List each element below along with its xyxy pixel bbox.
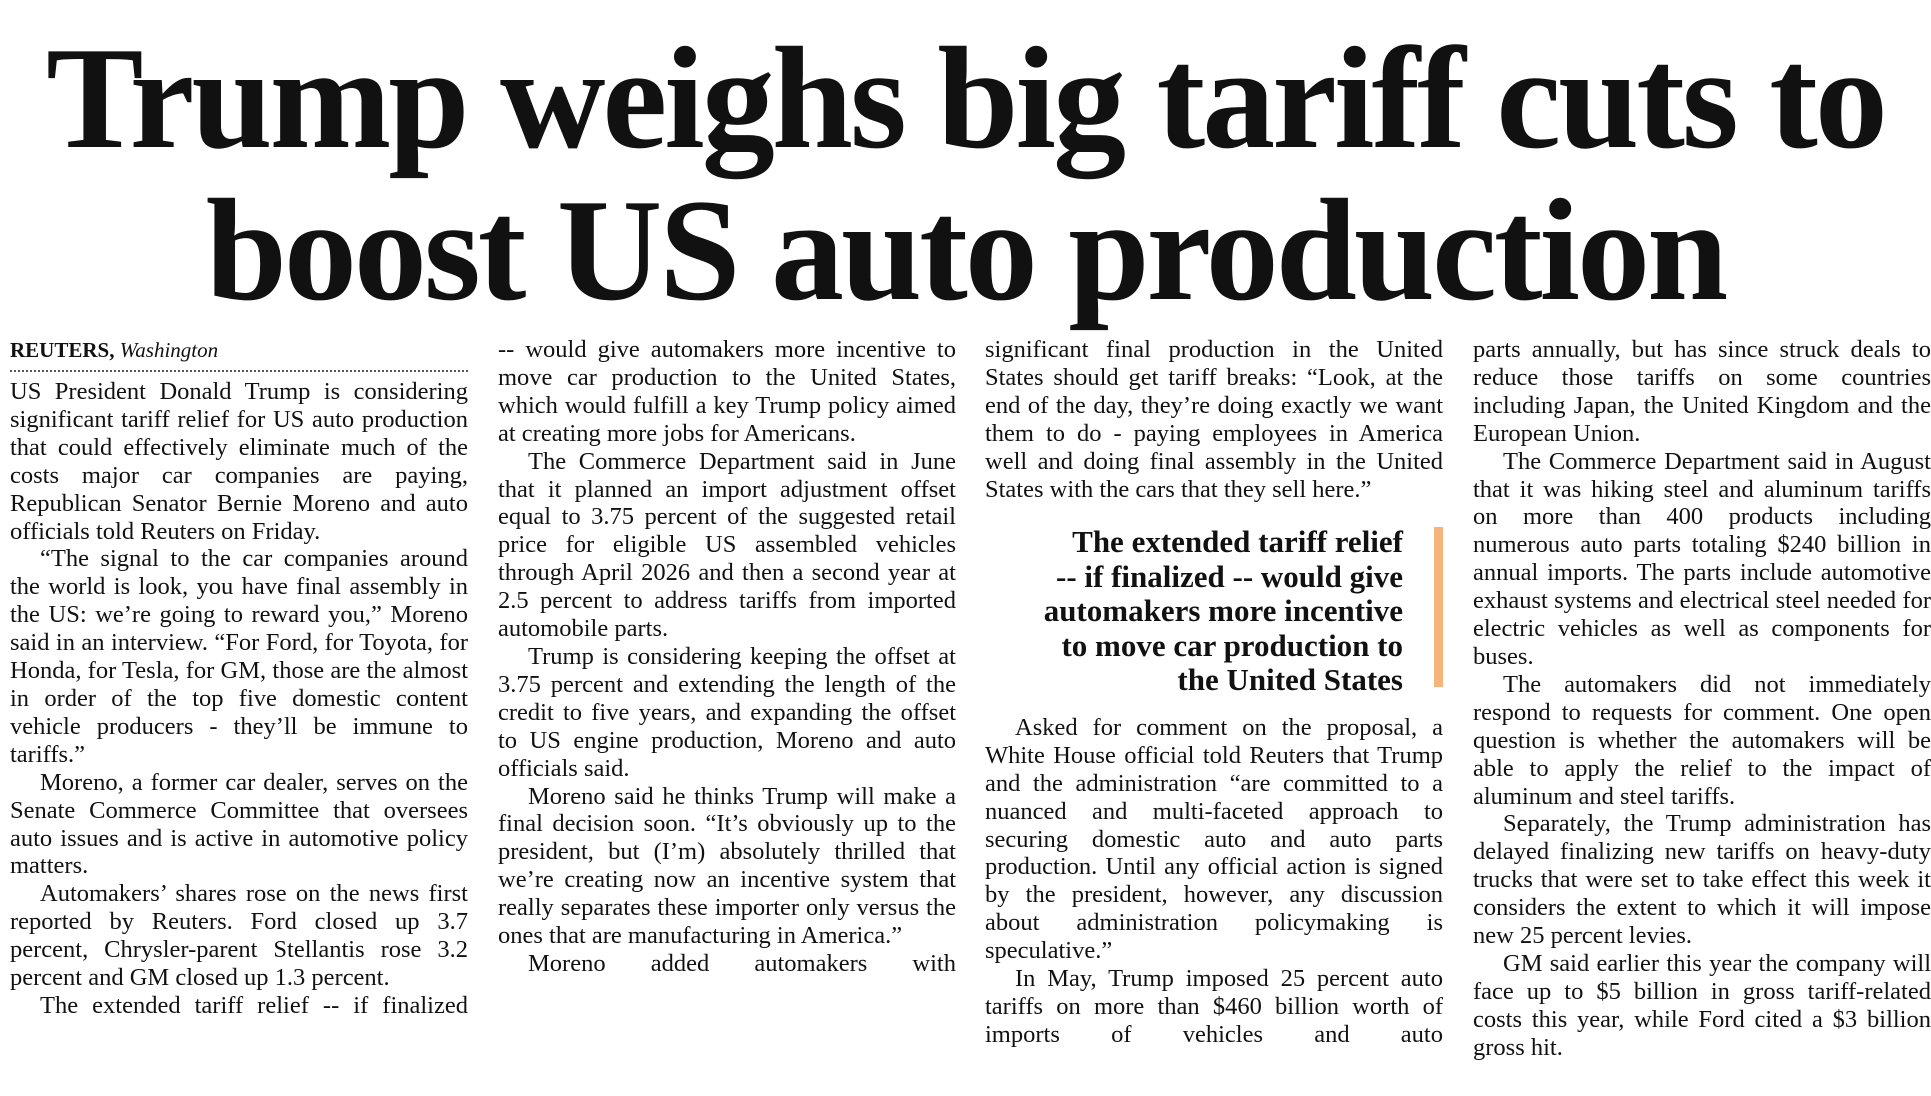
byline-location: Washington	[119, 338, 219, 362]
column: significant final production in the Unit…	[985, 336, 1443, 1049]
paragraph: In May, Trump imposed 25 percent auto ta…	[985, 965, 1443, 1048]
paragraph: significant final production in the Unit…	[985, 336, 1443, 503]
paragraph: Separately, the Trump administration has…	[1473, 810, 1931, 950]
paragraph: “The signal to the car companies around …	[10, 545, 468, 768]
pull-quote-line: the United States	[1177, 662, 1403, 698]
headline: Trump weighs big tariff cuts to boost US…	[0, 22, 1931, 326]
paragraph: GM said earlier this year the company wi…	[1473, 949, 1931, 1061]
paragraph: Moreno added automakers with	[528, 949, 956, 977]
headline-line: boost US auto production	[205, 169, 1729, 331]
paragraph: -- would give automakers more incentive …	[498, 336, 956, 447]
paragraph: Trump is considering keeping the offset …	[498, 642, 956, 782]
paragraph: Automakers’ shares rose on the news firs…	[10, 880, 468, 992]
byline-agency: REUTERS,	[10, 338, 115, 362]
pull-quote-line: The extended tariff relief	[1072, 524, 1403, 560]
pull-quote-line: automakers more incentive	[1043, 593, 1403, 629]
pull-quote-bar	[1434, 527, 1443, 688]
column: -- would give automakers more incentive …	[498, 336, 956, 978]
paragraph: The automakers did not immediately respo…	[1473, 670, 1931, 810]
byline: REUTERS, Washington	[10, 336, 468, 372]
pull-quote: The extended tariff relief -- if finalize…	[985, 525, 1443, 698]
paragraph: parts annually, but has since struck dea…	[1473, 336, 1931, 447]
paragraph: Asked for comment on the proposal, a Whi…	[985, 713, 1443, 965]
pull-quote-line: to move car production to	[1061, 627, 1403, 663]
column: REUTERS, Washington US President Donald …	[10, 336, 468, 1020]
paragraph: The extended tariff relief -- if finaliz…	[40, 991, 468, 1019]
paragraph: The Commerce Department said in August t…	[1473, 447, 1931, 670]
paragraph: US President Donald Trump is considering…	[10, 378, 468, 545]
paragraph: The Commerce Department said in June tha…	[498, 447, 956, 643]
paragraph: Moreno, a former car dealer, serves on t…	[10, 768, 468, 880]
column: parts annually, but has since struck dea…	[1473, 336, 1931, 1062]
paragraph: Moreno said he thinks Trump will make a …	[498, 782, 956, 950]
pull-quote-line: -- if finalized -- would give	[1056, 558, 1403, 594]
headline-line: Trump weighs big tariff cuts to	[46, 17, 1888, 179]
